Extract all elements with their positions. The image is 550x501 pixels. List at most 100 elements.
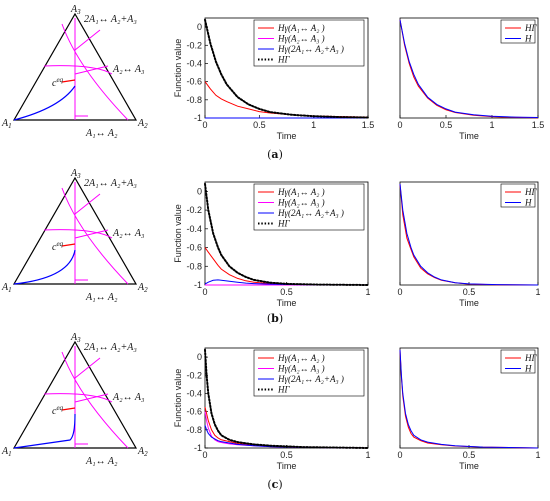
x-tick-label: 1 (365, 450, 370, 460)
reaction-label-a2a3: A₂↔ A₃ (112, 228, 145, 239)
y-tick-label: -0.2 (186, 40, 202, 50)
y-tick-label: -1 (194, 280, 202, 290)
series-line-3 (204, 18, 369, 119)
arrow-a2a3 (74, 229, 109, 239)
reaction-label-a1a2: A₁↔ A₂ (85, 292, 118, 303)
panel-caption: (c) (267, 478, 282, 491)
y-tick-label: -0.8 (186, 261, 202, 271)
legend-label-1: H (524, 198, 532, 208)
y-tick-label: 0 (197, 186, 202, 196)
legend-label-1: Hγ(A₂↔ A₃ ) (277, 34, 325, 44)
series-line-1 (399, 19, 539, 118)
trajectory-blue (13, 249, 76, 285)
x-axis-label: Time (459, 298, 479, 308)
x-tick-label: 0.5 (463, 287, 476, 297)
legend-box (500, 19, 536, 44)
x-tick-label: 0.5 (280, 287, 293, 297)
panel-caption: (b) (267, 312, 283, 325)
equilibrium-label: ceq (52, 240, 64, 253)
y-axis-label: Function value (173, 39, 183, 98)
reaction-label-2a1: 2A₁↔ A₂+A₃ (84, 14, 137, 25)
legend: HΓH (500, 349, 537, 374)
y-tick-label: -0.2 (186, 370, 202, 380)
legend-label-2: Hγ(2A₁↔ A₂+A₃ ) (277, 208, 344, 218)
y-tick-label: -1 (194, 443, 202, 453)
legend-label-0: HΓ (524, 353, 537, 363)
arrow-a2a3 (74, 65, 109, 75)
series-line-1 (399, 183, 539, 286)
y-tick-label: -0.8 (186, 425, 202, 435)
chart-a-middle: 0 0.5 1 1.5 -1 -0.8 -0.6 -0.4 -0.2 0 Time Function … (173, 17, 374, 141)
trajectory-blue (13, 413, 76, 449)
legend: Hγ(A₁↔ A₂ )Hγ(A₂↔ A₃ )Hγ(2A₁↔ A₂+A₃ )HΓ (253, 183, 365, 231)
legend-label-2: Hγ(2A₁↔ A₂+A₃ ) (277, 374, 344, 384)
x-tick-label: 1 (535, 450, 540, 460)
legend-label-0: Hγ(A₁↔ A₂ ) (277, 23, 325, 33)
x-tick-label: 0 (202, 450, 207, 460)
x-tick-label: 0 (397, 450, 402, 460)
trajectory-red (61, 243, 76, 247)
manifold-a2a3 (43, 229, 113, 239)
legend-box (500, 349, 536, 374)
x-axis-label: Time (277, 461, 297, 471)
manifold-2a1 (61, 351, 129, 449)
trajectory-red (61, 79, 76, 83)
legend-label-0: Hγ(A₁↔ A₂ ) (277, 187, 325, 197)
y-tick-label: -0.4 (186, 58, 202, 68)
reaction-label-a1a2: A₁↔ A₂ (85, 128, 118, 139)
x-axis-label: Time (459, 461, 479, 471)
chart-a-right: 0 0.5 1 1.5 Time HΓH (397, 17, 544, 141)
arrow-a2a3 (74, 393, 109, 403)
reaction-label-a2a3: A₂↔ A₃ (112, 392, 145, 403)
x-tick-label: 0.5 (253, 120, 266, 130)
y-tick-label: -0.6 (186, 407, 202, 417)
arrow-2a1 (74, 357, 101, 379)
x-axis-label: Time (277, 298, 297, 308)
manifold-2a1 (61, 187, 129, 285)
equilibrium-label: ceq (52, 404, 64, 417)
x-tick-label: 1 (489, 120, 494, 130)
chart-b-right: 0 0.5 1 Time HΓH (397, 181, 541, 308)
trajectory-red (61, 407, 76, 411)
chart-b-middle: 0 0.5 1 -1 -0.8 -0.6 -0.4 -0.2 0 Time Function val… (173, 181, 371, 308)
legend-box (500, 183, 536, 208)
x-tick-label: 1 (535, 287, 540, 297)
x-tick-label: 0 (397, 120, 402, 130)
reaction-label-a2a3: A₂↔ A₃ (112, 64, 145, 75)
vertex-label-a1: A1 (1, 282, 12, 294)
manifold-a2a3 (43, 65, 113, 75)
legend-label-3: HΓ (277, 385, 290, 395)
y-tick-label: -0.6 (186, 77, 202, 87)
manifold-a2a3 (43, 393, 113, 403)
series-line-1 (399, 349, 539, 449)
x-tick-label: 1 (311, 120, 316, 130)
series-line-3 (204, 182, 369, 286)
legend-label-1: H (524, 34, 532, 44)
legend-label-1: Hγ(A₂↔ A₃ ) (277, 198, 325, 208)
equilibrium-label: ceq (52, 76, 64, 89)
y-axis-label: Function value (173, 204, 183, 263)
reaction-label-2a1: 2A₁↔ A₂+A₃ (84, 178, 137, 189)
y-axis-label: Function value (173, 369, 183, 428)
vertex-label-a3: A3 (70, 168, 81, 180)
vertex-label-a2: A2 (137, 282, 148, 294)
x-axis-label: Time (459, 131, 479, 141)
x-tick-label: 0 (202, 287, 207, 297)
y-tick-label: -0.4 (186, 388, 202, 398)
vertex-label-a2: A2 (137, 446, 148, 458)
legend: Hγ(A₁↔ A₂ )Hγ(A₂↔ A₃ )Hγ(2A₁↔ A₂+A₃ )HΓ (253, 19, 365, 67)
legend-label-3: HΓ (277, 219, 290, 229)
x-tick-label: 0 (397, 287, 402, 297)
y-tick-label: -1 (194, 113, 202, 123)
manifold-2a1 (61, 23, 129, 121)
vertex-label-a1: A1 (1, 446, 12, 458)
vertex-label-a2: A2 (137, 118, 148, 130)
legend-label-0: HΓ (524, 23, 537, 33)
x-tick-label: 1 (365, 287, 370, 297)
